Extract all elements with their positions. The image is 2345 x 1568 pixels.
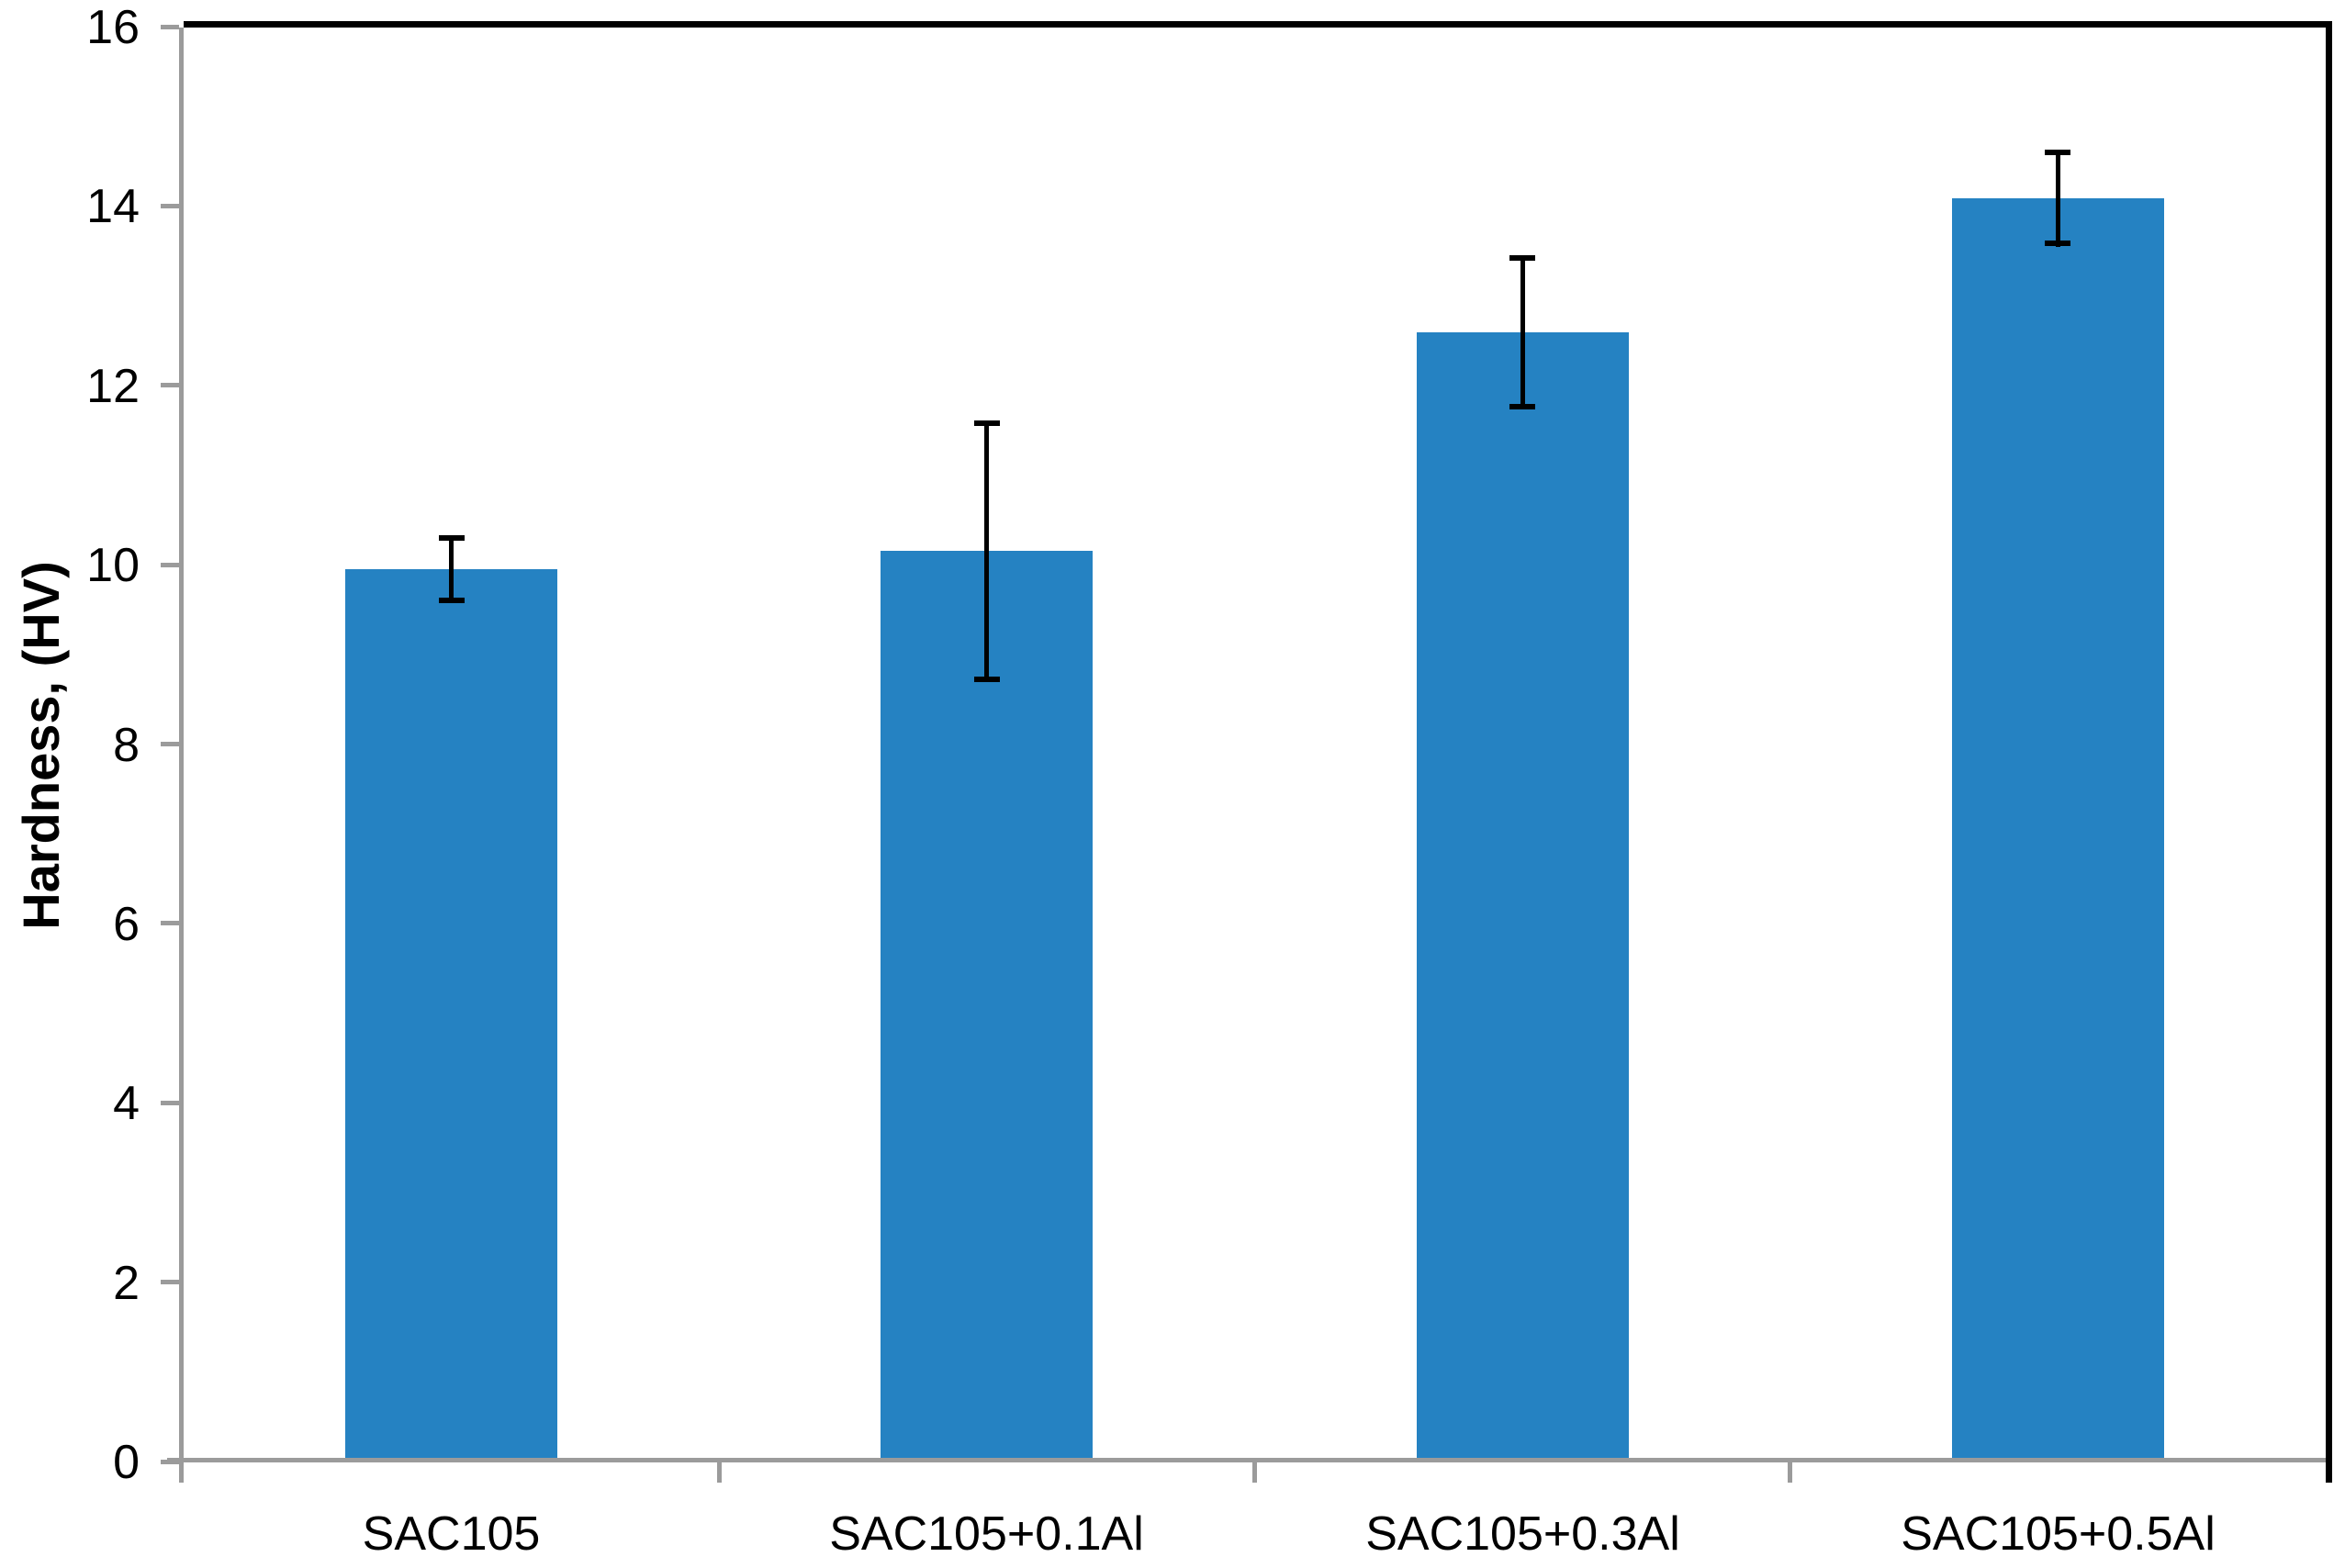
error-bar-top-cap — [439, 535, 465, 541]
y-axis-line — [179, 28, 184, 1483]
x-axis-line — [167, 1458, 2332, 1462]
x-category-label: SAC105+0.1Al — [829, 1507, 1144, 1561]
x-category-label: SAC105+0.3Al — [1365, 1507, 1680, 1561]
y-tick-label: 6 — [113, 898, 140, 951]
y-tick-mark — [161, 204, 179, 208]
y-tick-mark — [161, 25, 179, 29]
y-tick-mark — [161, 563, 179, 567]
x-category-label: SAC105 — [362, 1507, 541, 1561]
y-tick-mark — [161, 383, 179, 387]
x-tick-mark — [1788, 1462, 1792, 1483]
y-tick-mark — [161, 1280, 179, 1284]
error-bar-bottom-cap — [2045, 241, 2070, 246]
error-bar-bottom-cap — [439, 598, 465, 603]
y-tick-mark — [161, 742, 179, 746]
bar — [345, 569, 557, 1462]
y-tick-label: 16 — [86, 1, 140, 54]
bar — [1952, 198, 2164, 1462]
y-tick-label: 12 — [86, 360, 140, 413]
x-tick-mark — [717, 1462, 722, 1483]
error-bar-line — [2056, 150, 2060, 247]
y-tick-label: 14 — [86, 180, 140, 233]
error-bar-bottom-cap — [1509, 404, 1535, 409]
y-tick-label: 10 — [86, 539, 140, 592]
error-bar-bottom-cap — [974, 677, 1000, 682]
plot-right-border — [2326, 21, 2332, 1483]
error-bar-line — [449, 535, 454, 603]
y-tick-label: 0 — [113, 1436, 140, 1489]
error-bar-top-cap — [974, 420, 1000, 426]
error-bar-line — [984, 420, 989, 682]
plot-top-border — [184, 21, 2332, 28]
y-tick-label: 4 — [113, 1077, 140, 1130]
error-bar-line — [1520, 255, 1525, 409]
error-bar-top-cap — [2045, 150, 2070, 155]
x-tick-mark — [1252, 1462, 1257, 1483]
bar — [1417, 332, 1629, 1462]
error-bar-top-cap — [1509, 255, 1535, 261]
bar — [881, 551, 1093, 1462]
x-category-label: SAC105+0.5Al — [1901, 1507, 2216, 1561]
y-tick-mark — [161, 1460, 179, 1464]
y-tick-mark — [161, 921, 179, 925]
y-tick-label: 8 — [113, 719, 140, 772]
y-tick-mark — [161, 1101, 179, 1105]
y-tick-label: 2 — [113, 1257, 140, 1310]
